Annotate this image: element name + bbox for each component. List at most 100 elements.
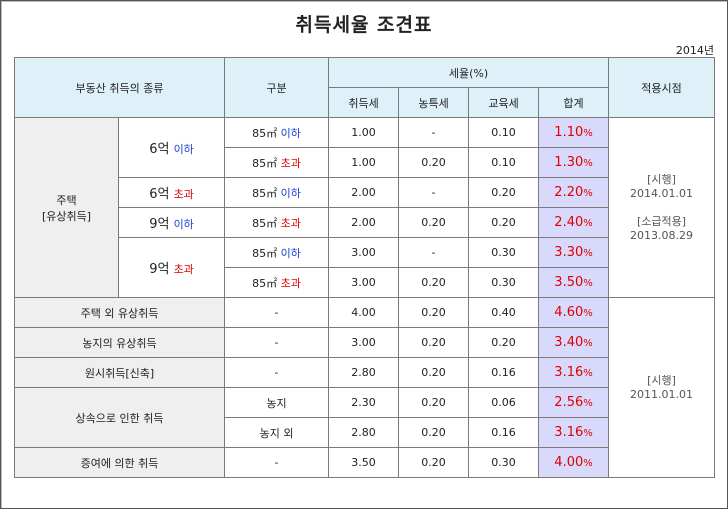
table-row: 상속으로 인한 취득 농지 2.30 0.20 0.06 2.56%	[13, 387, 715, 448]
below-label: 이하	[173, 143, 194, 156]
header-row: 부동산 취득의 종류 구분 세율(%) 적용시점	[13, 57, 716, 118]
total-value: 3.16	[554, 425, 584, 440]
pct-unit: %	[583, 398, 593, 409]
pct-unit: %	[583, 158, 593, 169]
acq-cell: 1.00	[328, 147, 400, 178]
total-value: 4.00	[554, 455, 584, 470]
above-label: 초과	[280, 216, 301, 230]
acq-cell: 2.00	[328, 177, 400, 208]
acq-cell: 3.00	[328, 267, 400, 298]
price-value: 6억	[149, 142, 170, 157]
pct-unit: %	[583, 128, 593, 139]
division-cell: 농지 외	[224, 417, 330, 448]
price-9eok-below: 9억 이하	[117, 207, 226, 238]
total-cell: 1.10%	[538, 117, 610, 148]
price-6eok-above: 6억 초과	[117, 177, 226, 208]
effective-label: [시행]	[647, 373, 676, 387]
price-value: 6억	[149, 187, 170, 202]
area-cell: 85㎡ 이하	[224, 237, 330, 268]
agri-cell: 0.20	[398, 267, 470, 298]
retroactive-label: [소급적용]	[637, 214, 687, 228]
below-label: 이하	[280, 126, 301, 140]
price-6eok-below: 6억 이하	[117, 117, 226, 178]
division-cell: -	[224, 357, 330, 388]
total-value: 3.30	[554, 245, 584, 260]
pct-unit: %	[583, 428, 593, 439]
header-division: 구분	[224, 57, 330, 118]
table-row: 원시취득[신축] - 2.80 0.20 0.16 3.16%	[13, 357, 715, 388]
edu-cell: 0.20	[468, 327, 540, 358]
table-row: 85㎡ 초과 3.00 0.20 0.30 3.50%	[15, 267, 715, 298]
pct-unit: %	[583, 458, 593, 469]
table-row: 증여에 의한 취득 - 3.50 0.20 0.30 4.00%	[13, 447, 715, 478]
total-cell: 3.16%	[538, 357, 610, 388]
division-cell: -	[224, 447, 330, 478]
table-row: 6억 초과 85㎡ 이하 2.00 - 0.20 2.20%	[15, 177, 715, 208]
edu-cell: 0.40	[468, 297, 540, 328]
acq-cell: 3.00	[328, 237, 400, 268]
header-category: 부동산 취득의 종류	[13, 57, 226, 118]
price-value: 9억	[149, 217, 170, 232]
acq-cell: 1.00	[328, 117, 400, 148]
total-value: 3.40	[554, 335, 584, 350]
table-row: 농지의 유상취득 - 3.00 0.20 0.20 3.40%	[13, 327, 715, 358]
below-label: 이하	[280, 246, 301, 260]
table-row: 9억 초과 85㎡ 이하 3.00 - 0.30 3.30%	[15, 237, 715, 298]
row-label: 원시취득[신축]	[13, 357, 226, 388]
price-value: 9억	[149, 262, 170, 277]
edu-cell: 0.30	[468, 237, 540, 268]
edu-cell: 0.30	[468, 447, 540, 478]
housing-label: 주택	[56, 193, 77, 207]
table-row: 주택 [유상취득] 6억 이하 85㎡ 이하 1.00 - 0.10 1.10%…	[14, 117, 716, 298]
total-cell: 2.40%	[538, 207, 610, 238]
year-label: 2014년	[675, 44, 714, 57]
tax-rate-table: 부동산 취득의 종류 구분 세율(%) 적용시점 취득세 농특세 교육세 합계 …	[13, 57, 716, 478]
area-cell: 85㎡ 초과	[224, 267, 330, 298]
area-cell: 85㎡ 초과	[224, 147, 330, 178]
row-label: 농지의 유상취득	[13, 327, 226, 358]
edu-cell: 0.10	[468, 147, 540, 178]
area-cell: 85㎡ 초과	[224, 207, 330, 238]
total-value: 2.56	[554, 395, 584, 410]
acq-cell: 2.00	[328, 207, 400, 238]
total-value: 4.60	[554, 305, 584, 320]
pct-unit: %	[583, 368, 593, 379]
edu-cell: 0.16	[468, 357, 540, 388]
edu-cell: 0.30	[468, 267, 540, 298]
above-label: 초과	[173, 188, 194, 201]
effective-a: [시행] 2014.01.01 [소급적용] 2013.08.29	[608, 117, 716, 298]
above-label: 초과	[173, 263, 194, 276]
acq-cell: 3.50	[328, 447, 400, 478]
edu-cell: 0.16	[468, 417, 540, 448]
table-row: 85㎡ 초과 1.00 0.20 0.10 1.30%	[15, 147, 715, 178]
edu-cell: 0.06	[468, 387, 540, 418]
pct-unit: %	[583, 218, 593, 229]
effective-label: [시행]	[647, 172, 676, 186]
header-agri: 농특세	[398, 87, 470, 118]
effective-date: 2014.01.01	[630, 186, 694, 200]
total-value: 2.20	[554, 185, 584, 200]
agri-cell: -	[398, 237, 470, 268]
table-row: 주택 외 유상취득 - 4.00 0.20 0.40 4.60% [시행] 20…	[13, 297, 716, 478]
above-label: 초과	[280, 276, 301, 290]
total-cell: 3.40%	[538, 327, 610, 358]
table-row: 9억 이하 85㎡ 초과 2.00 0.20 0.20 2.40%	[15, 207, 715, 238]
pct-unit: %	[583, 248, 593, 259]
agri-cell: -	[398, 177, 470, 208]
above-label: 초과	[280, 156, 301, 170]
area-value: 85㎡	[252, 186, 278, 200]
area-value: 85㎡	[252, 246, 278, 260]
price-9eok-above: 9억 초과	[117, 237, 226, 298]
pct-unit: %	[583, 278, 593, 289]
division-cell: -	[224, 297, 330, 328]
agri-cell: 0.20	[398, 417, 470, 448]
edu-cell: 0.20	[468, 207, 540, 238]
agri-cell: 0.20	[398, 207, 470, 238]
below-label: 이하	[173, 218, 194, 231]
edu-cell: 0.20	[468, 177, 540, 208]
agri-cell: 0.20	[398, 387, 470, 418]
table-row: 농지 외 2.80 0.20 0.16 3.16%	[15, 417, 715, 448]
area-value: 85㎡	[252, 276, 278, 290]
agri-cell: 0.20	[398, 447, 470, 478]
total-cell: 3.16%	[538, 417, 610, 448]
